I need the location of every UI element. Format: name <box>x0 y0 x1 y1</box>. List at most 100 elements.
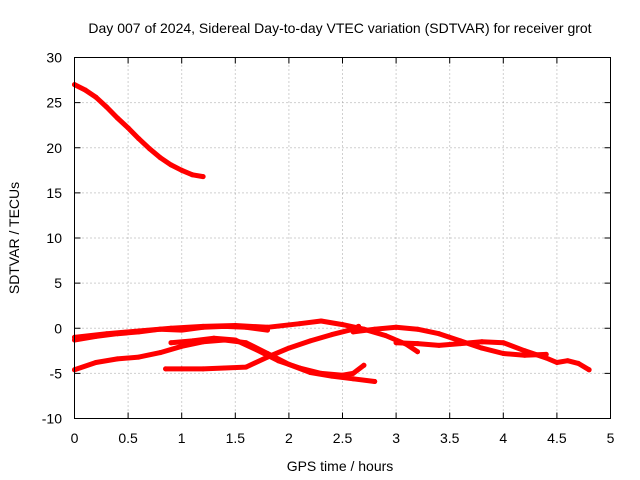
data-point <box>318 370 324 376</box>
data-point <box>522 352 528 358</box>
data-point <box>189 172 195 178</box>
data-point <box>554 360 560 365</box>
data-point <box>200 366 206 372</box>
data-point <box>297 365 303 371</box>
y-tick-label: 0 <box>54 320 62 336</box>
x-axis-label: GPS time / hours <box>287 458 394 474</box>
data-point <box>286 345 292 351</box>
x-tick-label: 2 <box>285 430 293 446</box>
data-point <box>136 354 142 360</box>
data-point <box>275 358 281 364</box>
data-point <box>575 360 581 366</box>
data-point <box>136 136 142 142</box>
y-tick-label: 15 <box>46 185 62 201</box>
data-point <box>350 329 356 335</box>
series-line-sat-d <box>72 318 420 355</box>
y-tick-label: 5 <box>54 275 62 291</box>
data-point <box>104 331 110 337</box>
x-tick-label: 0.5 <box>118 430 138 446</box>
data-point <box>157 155 163 161</box>
data-point <box>372 379 378 384</box>
data-point <box>350 376 356 382</box>
data-point <box>243 364 249 370</box>
data-point <box>500 340 506 346</box>
data-point <box>163 366 169 372</box>
data-point <box>232 323 238 328</box>
data-point <box>479 339 485 345</box>
data-point <box>254 347 260 353</box>
y-tick-label: 10 <box>46 230 62 246</box>
series-line-sat-h <box>393 339 592 373</box>
data-point <box>340 372 345 378</box>
x-tick-label: 0 <box>71 430 79 446</box>
data-point <box>415 341 420 347</box>
x-tick-label: 4.5 <box>547 430 567 446</box>
chart-title: Day 007 of 2024, Sidereal Day-to-day VTE… <box>88 20 591 36</box>
x-tick-label: 3.5 <box>440 430 460 446</box>
data-point <box>93 360 99 365</box>
y-tick-label: 25 <box>46 95 62 111</box>
data-point <box>500 351 506 356</box>
data-point <box>104 104 110 110</box>
data-point <box>340 322 345 328</box>
data-point <box>586 367 592 373</box>
y-tick-label: 30 <box>46 50 62 66</box>
x-tick-label: 1 <box>178 430 186 446</box>
data-point <box>318 318 324 324</box>
data-point <box>168 325 174 331</box>
data-point <box>222 365 228 371</box>
x-tick-label: 3 <box>392 430 400 446</box>
y-tick-label: -5 <box>50 365 63 381</box>
data-point <box>415 326 420 332</box>
data-point <box>211 335 217 341</box>
data-point <box>329 332 335 338</box>
y-tick-label: -10 <box>42 411 62 427</box>
data-point <box>114 356 120 362</box>
data-point <box>393 340 399 346</box>
data-point <box>393 324 399 330</box>
y-axis-label: SDTVAR / TECUs <box>6 182 22 294</box>
data-point <box>82 87 88 93</box>
data-point <box>147 146 152 152</box>
data-point <box>168 340 174 346</box>
data-point <box>200 323 206 329</box>
data-point <box>361 362 367 368</box>
data-point <box>179 343 185 349</box>
data-point <box>436 331 442 337</box>
data-point <box>200 174 206 180</box>
data-point <box>543 355 549 361</box>
y-tick-label: 20 <box>46 140 62 156</box>
data-point <box>372 326 378 332</box>
data-point <box>232 337 238 343</box>
data-point <box>93 94 99 100</box>
data-point <box>350 370 356 376</box>
data-point <box>297 321 303 327</box>
data-point <box>565 358 571 364</box>
data-point <box>179 366 185 372</box>
series-line-sat-g <box>350 324 549 358</box>
data-point <box>436 342 442 348</box>
data-point <box>136 328 142 334</box>
data-point <box>522 348 528 354</box>
data-point <box>265 324 270 330</box>
grid <box>74 57 611 419</box>
data-point <box>125 125 131 131</box>
data-point <box>479 345 485 351</box>
series-group <box>72 82 592 384</box>
data-point <box>457 341 463 347</box>
x-tick-label: 5 <box>607 430 615 446</box>
ticks: 0 0.5 1 1.5 2 2.5 3 3.5 4 4.5 5 -10 -5 0 5 10 15 20 25 30 <box>42 50 615 447</box>
x-tick-label: 4 <box>499 430 507 446</box>
x-tick-label: 1.5 <box>226 430 246 446</box>
data-point <box>356 323 362 329</box>
data-point <box>307 338 313 344</box>
series-line-sat-e <box>163 323 362 372</box>
x-tick-label: 2.5 <box>333 430 353 446</box>
data-point <box>189 338 195 344</box>
data-point <box>179 167 185 173</box>
data-point <box>114 115 120 121</box>
data-point <box>382 333 388 338</box>
data-point <box>415 349 420 355</box>
data-point <box>168 162 174 168</box>
